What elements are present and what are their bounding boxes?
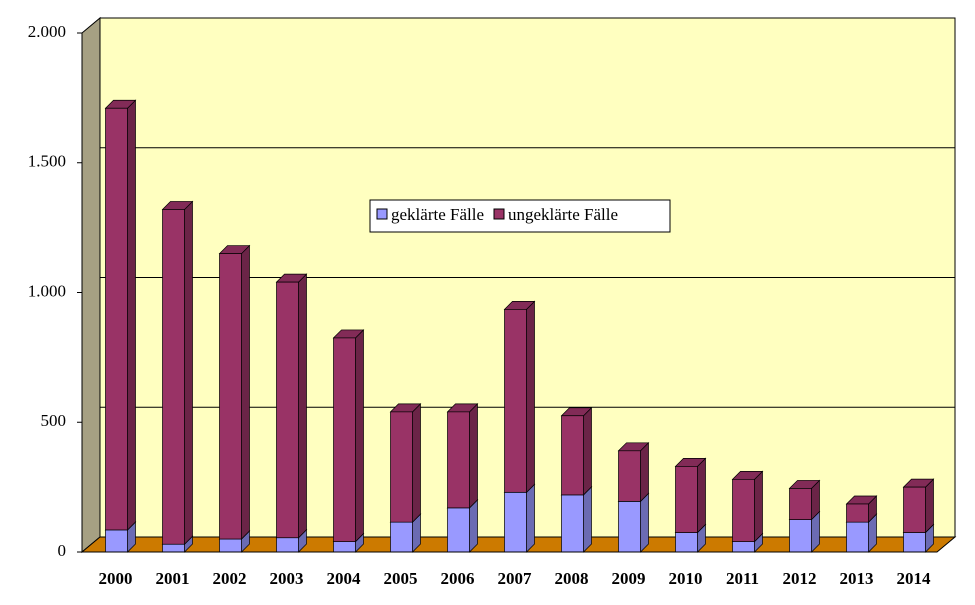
bar: [504, 491, 527, 553]
x-tick-label: 2009: [612, 569, 646, 588]
x-tick-label: 2014: [897, 569, 932, 588]
bar-side: [754, 470, 763, 543]
legend-swatch: [376, 208, 388, 220]
x-tick-label: 2002: [213, 569, 247, 588]
bar: [390, 521, 413, 553]
bar: [276, 281, 299, 539]
bar: [618, 501, 641, 553]
x-tick-label: 2013: [840, 569, 874, 588]
x-tick-label: 2010: [669, 569, 703, 588]
y-tick-label: 1.500: [28, 152, 66, 171]
legend-box: [369, 199, 671, 233]
bar-side: [298, 273, 307, 539]
x-tick-label: 2001: [156, 569, 190, 588]
x-tick-label: 2012: [783, 569, 817, 588]
bar: [504, 309, 527, 493]
bar: [789, 519, 812, 553]
side-wall: [81, 16, 101, 554]
bar: [732, 478, 755, 542]
bar: [105, 529, 128, 553]
bar-side: [697, 457, 706, 534]
bar: [105, 107, 128, 531]
bar-side: [640, 492, 649, 553]
bar: [219, 253, 242, 540]
bar-side: [184, 200, 193, 546]
bar: [903, 486, 926, 533]
x-tick-label: 2004: [327, 569, 362, 588]
bar-side: [526, 300, 535, 494]
bar: [561, 415, 584, 496]
bar: [561, 494, 584, 553]
bar: [903, 532, 926, 553]
bar: [333, 541, 356, 553]
bar-side: [469, 403, 478, 509]
y-tick-label: 1.000: [28, 281, 66, 300]
y-tick-label: 0: [58, 541, 67, 560]
bar: [162, 543, 185, 553]
bar: [219, 538, 242, 553]
bar-side: [925, 478, 934, 534]
x-tick-label: 2007: [498, 569, 533, 588]
bar: [846, 503, 869, 523]
bar-side: [241, 244, 250, 540]
bar: [618, 450, 641, 502]
bar: [276, 537, 299, 553]
bar-side: [469, 499, 478, 553]
legend: geklärte Fälle ungeklärte Fälle: [369, 199, 671, 233]
x-tick-label: 2003: [270, 569, 304, 588]
bar-side: [355, 329, 364, 543]
bar-side: [583, 406, 592, 496]
x-tick-label: 2006: [441, 569, 475, 588]
bar: [162, 209, 185, 545]
bar-side: [640, 441, 649, 503]
x-tick-label: 2000: [99, 569, 133, 588]
x-tick-label: 2008: [555, 569, 589, 588]
y-tick-label: 500: [41, 411, 67, 430]
bar: [333, 337, 356, 542]
bar: [390, 411, 413, 523]
y-tick-label: 2.000: [28, 22, 66, 41]
bar: [846, 521, 869, 553]
legend-swatch: [493, 208, 505, 220]
bar: [675, 532, 698, 553]
bar-side: [526, 483, 535, 553]
bar-side: [127, 99, 136, 531]
bar: [447, 411, 470, 509]
bar: [447, 507, 470, 553]
x-tick-label: 2005: [384, 569, 418, 588]
x-tick-label: 2011: [726, 569, 759, 588]
bar: [732, 541, 755, 553]
bar-side: [412, 403, 421, 524]
legend-label: geklärte Fälle: [391, 205, 484, 224]
bar: [789, 488, 812, 520]
bar-side: [583, 486, 592, 553]
bar: [675, 466, 698, 533]
legend-label: ungeklärte Fälle: [508, 205, 618, 224]
